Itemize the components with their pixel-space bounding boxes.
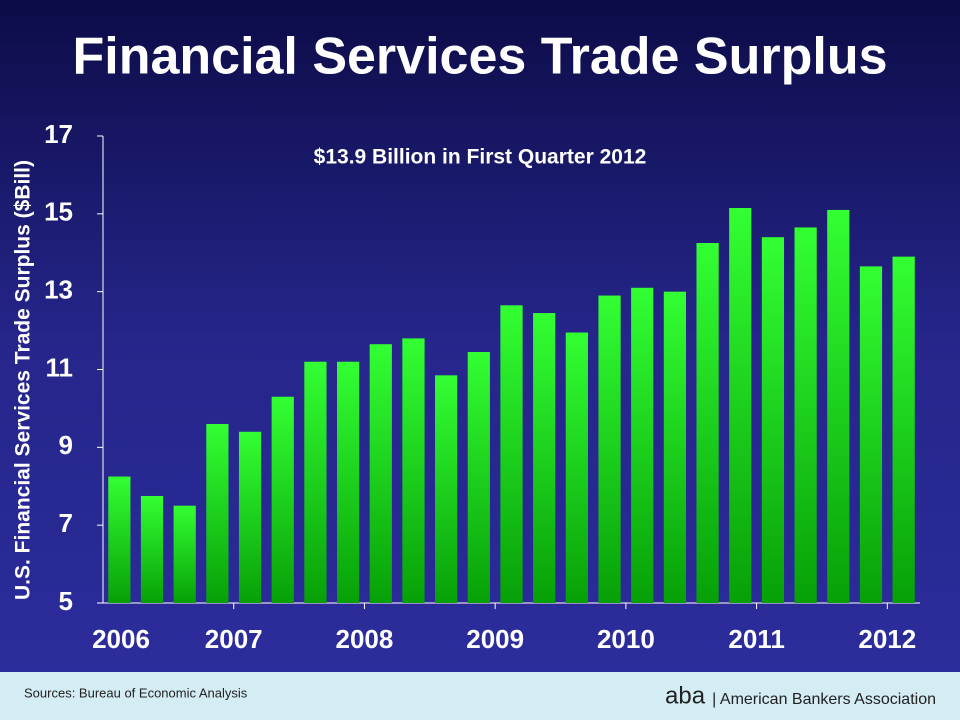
- x-tick-label: 2007: [205, 624, 263, 654]
- bar: [304, 361, 327, 603]
- bar: [238, 431, 262, 603]
- y-tick-label: 15: [44, 197, 73, 227]
- bar: [533, 313, 556, 603]
- bar: [794, 227, 817, 603]
- source: Sources: Bureau of Economic Analysis: [24, 685, 248, 700]
- y-tick-label: 7: [59, 508, 73, 538]
- bar: [663, 291, 687, 603]
- bar: [140, 495, 164, 603]
- bar: [402, 338, 425, 603]
- bar: [369, 344, 392, 603]
- bar: [173, 505, 196, 603]
- bar: [435, 375, 458, 603]
- organization: | American Bankers Association: [712, 691, 936, 708]
- y-tick-label: 17: [44, 119, 73, 149]
- y-tick-label: 5: [59, 586, 73, 616]
- annotation: $13.9 Billion in First Quarter 2012: [314, 146, 647, 169]
- bar: [696, 243, 719, 604]
- bar: [500, 305, 523, 603]
- bar: [827, 209, 850, 604]
- bar: [598, 295, 621, 603]
- y-tick-label: 11: [46, 352, 74, 382]
- bar: [892, 256, 915, 603]
- bar: [631, 287, 654, 603]
- logo-mark: aba: [665, 682, 706, 709]
- x-tick-label: 2009: [466, 624, 524, 654]
- y-axis-label: U.S. Financial Services Trade Surplus ($…: [12, 160, 35, 600]
- bar: [761, 237, 785, 603]
- footer-band: [0, 672, 960, 720]
- chart-title: Financial Services Trade Surplus: [72, 28, 887, 86]
- bar: [206, 423, 229, 603]
- bar: [859, 266, 883, 603]
- bar: [336, 361, 360, 603]
- x-tick-label: 2011: [728, 624, 784, 654]
- y-tick-label: 9: [59, 430, 73, 460]
- x-tick-label: 2012: [858, 624, 916, 654]
- bar: [467, 351, 490, 603]
- bar: [271, 396, 294, 603]
- x-tick-label: 2006: [92, 624, 150, 654]
- bar: [565, 332, 588, 603]
- x-tick-label: 2010: [597, 624, 655, 654]
- logo: aba: [665, 682, 706, 709]
- y-tick-label: 13: [44, 275, 73, 305]
- bar: [729, 207, 752, 603]
- bar: [108, 476, 131, 603]
- x-tick-label: 2008: [336, 624, 394, 654]
